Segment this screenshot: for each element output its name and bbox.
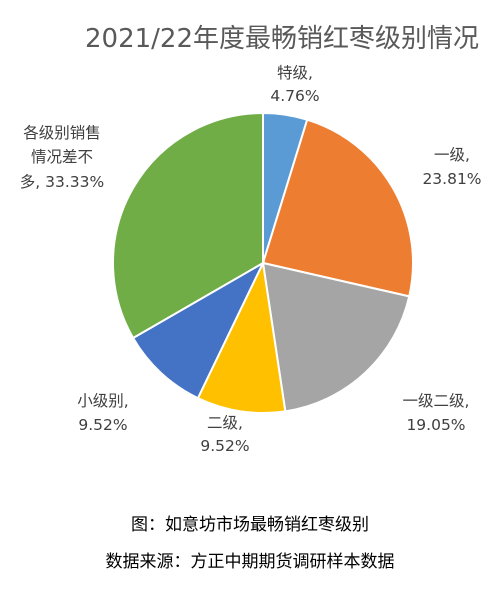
slice-label-0-name: 特级, xyxy=(277,64,313,82)
slice-label-2-name: 一级二级, xyxy=(403,392,470,410)
figure-caption: 图：如意坊市场最畅销红枣级别 xyxy=(131,515,369,535)
chart-title: 2021/22年度最畅销红枣级别情况 xyxy=(85,24,479,54)
slice-label-4: 小级别, 9.52% xyxy=(77,392,128,434)
pie-slice-2 xyxy=(261,261,411,413)
slice-label-3-value: 9.52% xyxy=(200,437,249,455)
slice-label-1-value: 23.81% xyxy=(422,170,481,188)
slice-label-2: 一级二级, 19.05% xyxy=(403,392,470,434)
slice-label-5-line2: 情况差不 xyxy=(31,148,93,166)
slice-label-1-name: 一级, xyxy=(434,146,470,164)
pie-chart: 2021/22年度最畅销红枣级别情况 特级, 4.76% 一级, 23.81% … xyxy=(20,24,482,455)
slice-label-3: 二级, 9.52% xyxy=(200,414,249,455)
pie-slice-3 xyxy=(196,259,287,414)
pie-slice-5 xyxy=(112,111,264,340)
slice-label-0-value: 4.76% xyxy=(270,87,319,105)
slice-label-5-line3: 多, 33.33% xyxy=(20,173,104,191)
pie-slice-1 xyxy=(261,118,414,298)
slice-label-2-value: 19.05% xyxy=(406,416,465,434)
slice-label-0: 特级, 4.76% xyxy=(270,64,319,105)
slice-label-5: 各级别销售 情况差不 多, 33.33% xyxy=(20,124,104,191)
slice-label-1: 一级, 23.81% xyxy=(422,146,481,188)
slice-label-4-value: 9.52% xyxy=(78,416,127,434)
data-source: 数据来源：方正中期期货调研样本数据 xyxy=(105,552,395,572)
slice-label-5-line1: 各级别销售 xyxy=(23,124,101,142)
slice-label-3-name: 二级, xyxy=(207,414,243,432)
slice-label-4-name: 小级别, xyxy=(77,392,128,410)
pie-slice-4 xyxy=(131,260,266,400)
